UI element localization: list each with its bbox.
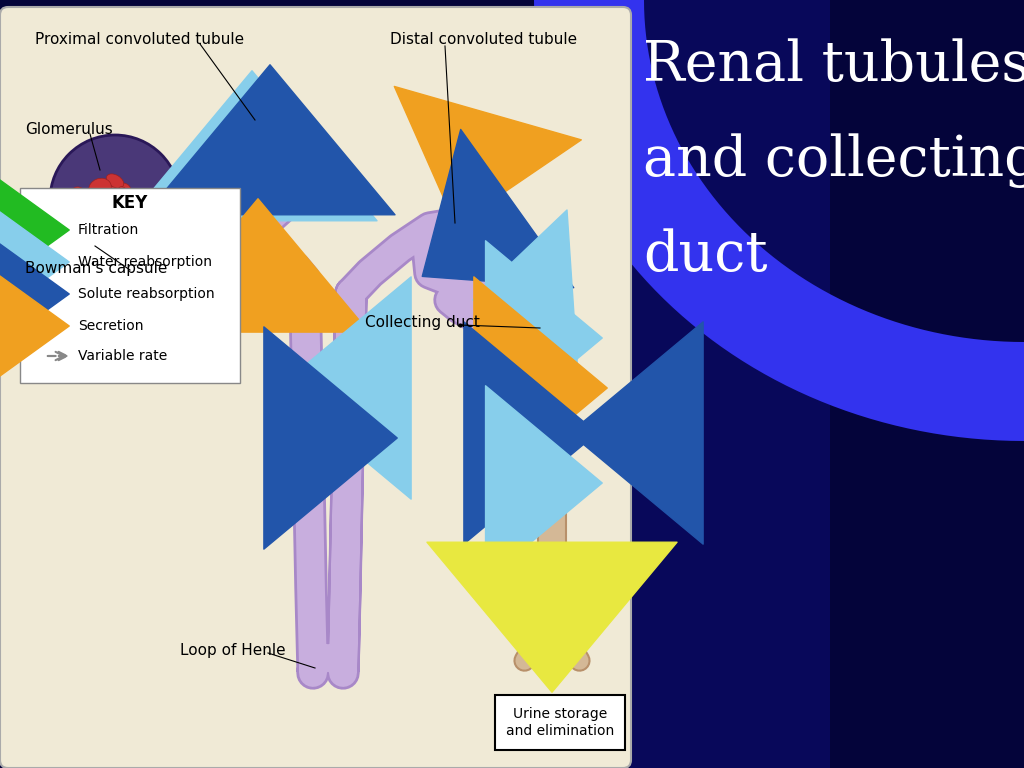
Text: KEY: KEY: [112, 194, 148, 212]
Text: Filtration: Filtration: [78, 223, 139, 237]
Ellipse shape: [105, 183, 130, 201]
FancyBboxPatch shape: [0, 7, 631, 768]
Text: Secretion: Secretion: [78, 319, 143, 333]
Bar: [538, 313, 566, 613]
Ellipse shape: [116, 211, 130, 225]
Ellipse shape: [93, 204, 108, 220]
Text: Glomerulus: Glomerulus: [25, 123, 113, 137]
Ellipse shape: [72, 187, 90, 207]
Bar: [630, 0, 1024, 768]
Bar: [495, 695, 625, 750]
Text: Bowman's capsule: Bowman's capsule: [25, 260, 167, 276]
Polygon shape: [630, 0, 830, 768]
Ellipse shape: [117, 187, 129, 205]
Ellipse shape: [110, 193, 127, 211]
Text: and collecting: and collecting: [643, 133, 1024, 187]
Text: Loop of Henle: Loop of Henle: [180, 643, 286, 657]
Text: Distal convoluted tubule: Distal convoluted tubule: [390, 32, 578, 48]
Ellipse shape: [50, 135, 180, 265]
Text: Renal tubules: Renal tubules: [643, 38, 1024, 93]
Text: Water reabsorption: Water reabsorption: [78, 255, 212, 269]
Ellipse shape: [106, 174, 124, 188]
Text: Collecting duct: Collecting duct: [365, 316, 480, 330]
Polygon shape: [534, 0, 1024, 441]
Text: Solute reabsorption: Solute reabsorption: [78, 287, 215, 301]
Ellipse shape: [89, 178, 112, 198]
Text: Proximal convoluted tubule: Proximal convoluted tubule: [35, 32, 244, 48]
Bar: [20, 188, 240, 383]
Text: Urine storage
and elimination: Urine storage and elimination: [506, 707, 614, 737]
Text: duct: duct: [643, 228, 768, 283]
Text: Variable rate: Variable rate: [78, 349, 167, 363]
